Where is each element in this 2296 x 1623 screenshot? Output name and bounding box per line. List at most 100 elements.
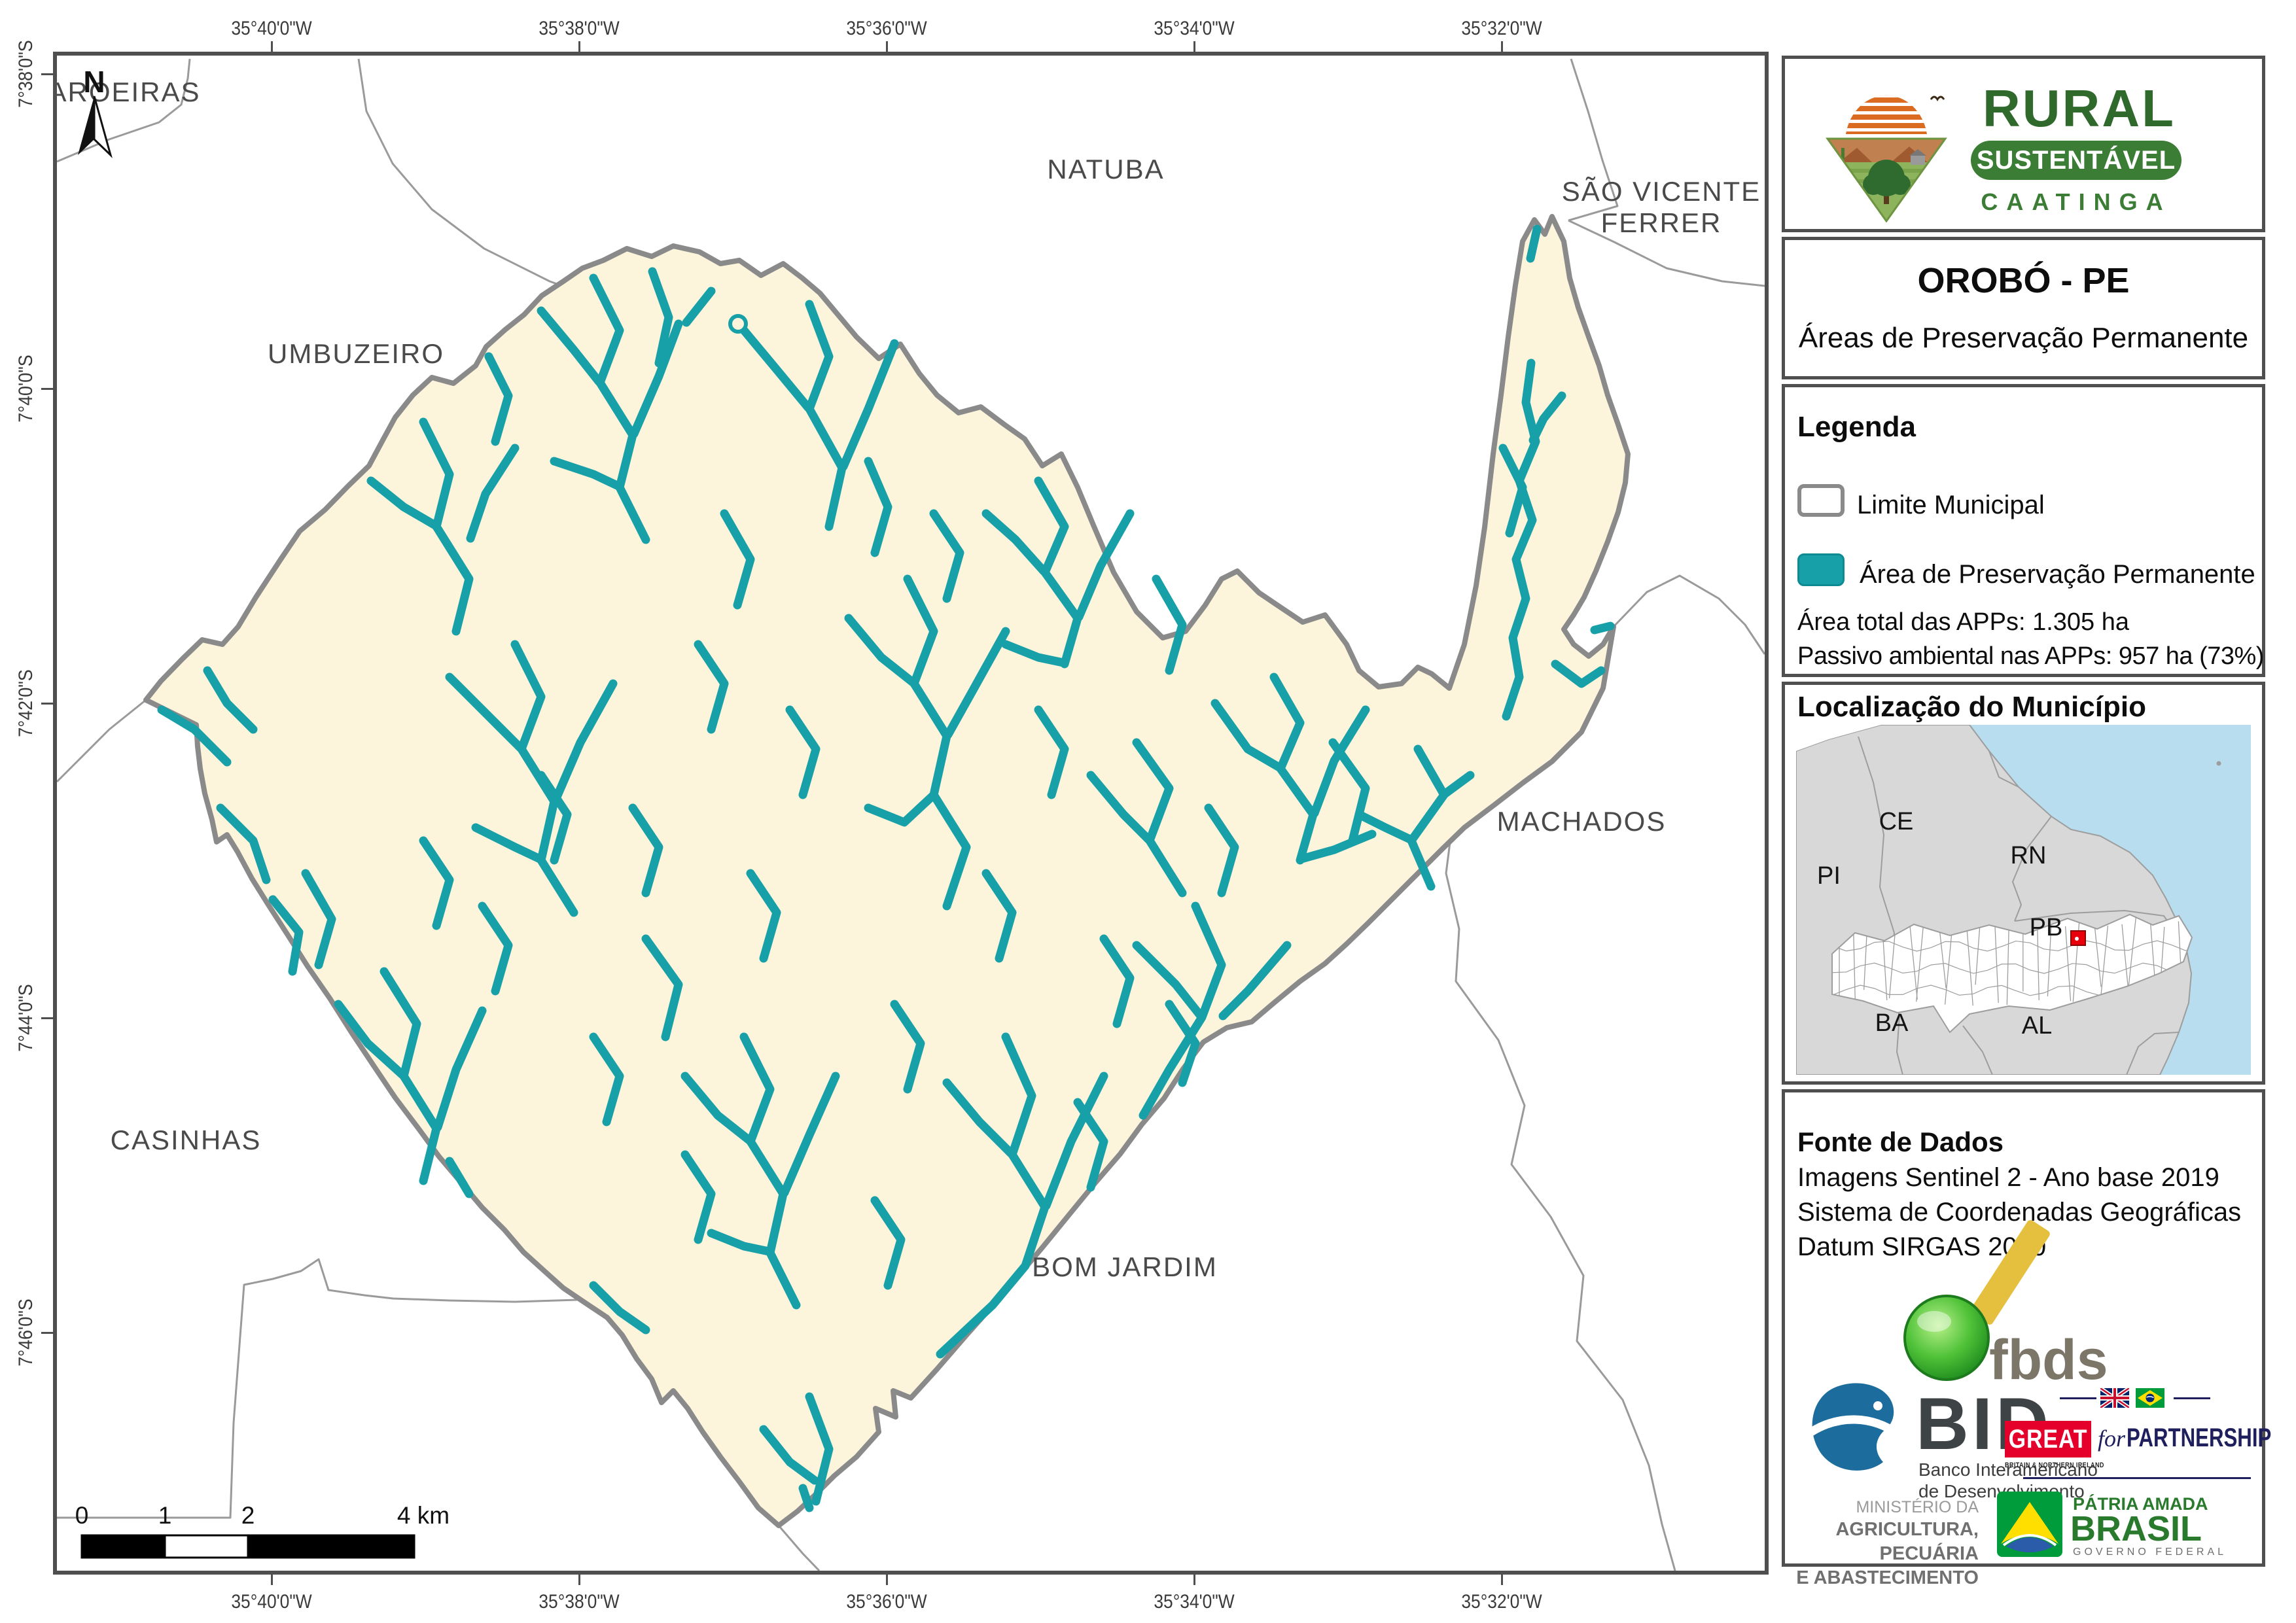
scale-bar-label: 4 km [397, 1502, 450, 1529]
tick-mark-left [41, 702, 55, 705]
location-inset-map: CE RN PI PB BA AL [1796, 725, 2251, 1075]
tick-mark-bottom [1193, 1571, 1195, 1585]
fbds-logo-word: fbds [1989, 1329, 2108, 1391]
ministerio-line3: E ABASTECIMENTO [1796, 1567, 1979, 1588]
panel-source-box [1782, 1089, 2265, 1567]
great-logo-box: GREAT [2005, 1421, 2091, 1457]
legend-stat-passivo: Passivo ambiental nas APPs: 957 ha (73%) [1797, 642, 2264, 670]
source-line-3: Datum SIRGAS 2000 [1797, 1232, 2047, 1261]
neighbor-label-bom-jardim: BOM JARDIM [1032, 1251, 1218, 1282]
neighbor-label-machados: MACHADOS [1497, 806, 1667, 837]
inset-corner [1796, 725, 1881, 751]
tick-mark-bottom [885, 1571, 888, 1585]
scale-bar-label: 2 [241, 1502, 255, 1529]
brasil-gov-line3: GOVERNO FEDERAL [2073, 1546, 2227, 1558]
great-logo-partnership: PARTNERSHIP [2127, 1423, 2272, 1452]
uk-flag-icon [2100, 1388, 2129, 1408]
tick-mark-left [41, 1017, 55, 1019]
tick-label-top: 35°40'0"W [231, 18, 312, 39]
app-rivers [157, 224, 1615, 1512]
tick-mark-top [578, 41, 580, 55]
bid-logo-icon [1809, 1383, 1901, 1471]
bid-logo-caption: Banco Interamericano de Desenvolvimento [1918, 1459, 2098, 1502]
tick-mark-top [885, 41, 888, 55]
scale-bar-label: 1 [158, 1502, 172, 1529]
inset-state-labels: CE RN PI PB BA AL [1817, 808, 2062, 1039]
brasil-gov-line2: BRASIL [2070, 1509, 2202, 1548]
location-heading: Localização do Município [1797, 691, 2146, 723]
inset-state-label-pb: PB [2030, 914, 2063, 941]
neighbor-label-aroeiras: AROEIRAS [57, 77, 201, 107]
tick-label-bottom: 35°40'0"W [231, 1591, 312, 1613]
rural-logo-pill-label: SUSTENTÁVEL [1976, 145, 2176, 175]
sun-icon [1846, 95, 1927, 134]
rural-logo-word: RURAL [1983, 79, 2176, 137]
bid-caption-line1: Banco Interamericano [1918, 1459, 2098, 1480]
north-arrow-left [78, 96, 94, 155]
small-lake [728, 314, 748, 334]
legend-heading: Legenda [1797, 411, 1916, 443]
brasil-gov-line1: PÁTRIA AMADA [2073, 1494, 2208, 1514]
panel-title-box [1782, 237, 2265, 379]
ministerio-line2: AGRICULTURA, PECUÁRIA [1835, 1519, 1979, 1564]
tick-label-left: 7°40'0"S [15, 355, 37, 423]
legend-stat-total: Área total das APPs: 1.305 ha [1797, 608, 2130, 636]
legend-label-app: Área de Preservação Permanente [1860, 560, 2255, 589]
rural-logo-pill: SUSTENTÁVEL [1971, 141, 2181, 180]
neighbor-label-natuba: NATUBA [1047, 154, 1164, 184]
tick-mark-left [41, 387, 55, 390]
inset-state-label-pi: PI [1817, 862, 1841, 890]
legend-swatch-limite [1797, 484, 1845, 517]
tick-label-left: 7°46'0"S [15, 1299, 37, 1367]
neighbor-label-ferrer: FERRER [1601, 207, 1722, 238]
map-subtitle: Áreas de Preservação Permanente [1798, 322, 2249, 354]
scale-bar-label: 0 [75, 1502, 89, 1529]
tick-mark-left [41, 73, 55, 75]
neighbor-label-umbuzeiro: UMBUZEIRO [268, 338, 444, 369]
tick-label-left: 7°42'0"S [15, 669, 37, 737]
brasil-gov-flag-icon [1997, 1492, 2062, 1557]
north-arrow: N [78, 65, 113, 158]
legend-label-limite: Limite Municipal [1857, 491, 2045, 519]
great-flag-line-left [2060, 1397, 2096, 1399]
great-logo-word: GREAT [2008, 1424, 2088, 1454]
tick-label-bottom: 35°38'0"W [539, 1591, 620, 1613]
tick-mark-top [1500, 41, 1503, 55]
inset-state-label-ce: CE [1879, 808, 1914, 835]
neighbor-label-casinhas: CASINHAS [111, 1125, 262, 1155]
tick-mark-top [1193, 41, 1195, 55]
tick-mark-bottom [1500, 1571, 1503, 1585]
inset-island-dot [2216, 761, 2221, 766]
fbds-yellow-bar [1970, 1220, 2050, 1325]
panel-legend-box [1782, 384, 2265, 677]
tick-label-bottom: 35°34'0"W [1154, 1591, 1235, 1613]
municipality-polygon [143, 214, 1631, 1528]
tick-label-top: 35°34'0"W [1154, 18, 1235, 39]
tick-mark-bottom [578, 1571, 580, 1585]
north-arrow-label: N [83, 65, 105, 99]
inset-municipality-mesh [1832, 915, 2192, 1006]
source-heading: Fonte de Dados [1797, 1126, 2004, 1157]
neighbor-label-são-vicente: SÃO VICENTE [1562, 176, 1761, 207]
tick-label-bottom: 35°32'0"W [1461, 1591, 1542, 1613]
ministerio-line1: MINISTÉRIO DA [1856, 1498, 1979, 1516]
map-title: OROBÓ - PE [1917, 261, 2130, 300]
inset-state-label-al: AL [2022, 1012, 2052, 1039]
inset-state-label-rn: RN [2011, 842, 2047, 869]
tick-label-bottom: 35°36'0"W [846, 1591, 927, 1613]
legend-swatch-app [1797, 553, 1845, 586]
brazil-flag-icon [2136, 1388, 2164, 1408]
rural-logo-caption: CAATINGA [1981, 188, 2172, 215]
great-logo-subtext: BRITAIN & NORTHERN IRELAND [2005, 1461, 2104, 1469]
fbds-logo-icon [1903, 1220, 2050, 1381]
source-line-1: Imagens Sentinel 2 - Ano base 2019 [1797, 1163, 2219, 1192]
north-arrow-right [93, 96, 113, 158]
tick-label-top: 35°32'0"W [1461, 18, 1542, 39]
tick-mark-bottom [270, 1571, 273, 1585]
source-line-2: Sistema de Coordenadas Geográficas [1797, 1198, 2242, 1227]
tick-label-left: 7°44'0"S [15, 984, 37, 1052]
tick-label-left: 7°38'0"S [15, 40, 37, 108]
